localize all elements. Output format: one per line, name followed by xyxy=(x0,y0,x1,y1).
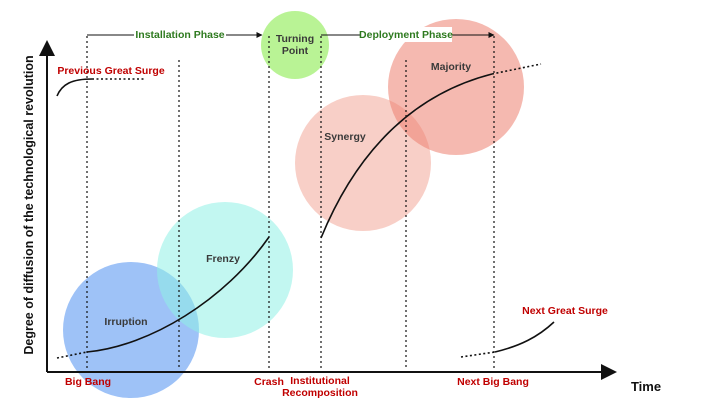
y-axis-label: Degree of diffusion of the technological… xyxy=(22,55,36,354)
next-surge-label: Next Great Surge xyxy=(522,305,608,317)
turning-point-label-line2: Point xyxy=(282,45,309,57)
institutional-label-line2: Recomposition xyxy=(282,387,358,399)
big-bang-label: Big Bang xyxy=(65,376,111,388)
crash-label: Crash xyxy=(254,376,284,388)
maturity-dotted xyxy=(491,63,542,75)
deployment-phase-label: Deployment Phase xyxy=(359,29,453,41)
previous-surge-curve xyxy=(56,78,93,97)
majority-label: Majority xyxy=(431,61,471,73)
phase-dividers xyxy=(86,36,495,370)
installation-phase-label: Installation Phase xyxy=(135,29,224,41)
turning-point-circle xyxy=(261,11,329,79)
next-surge-curve xyxy=(494,321,555,353)
x-axis-label: Time xyxy=(631,379,661,394)
irruption-label: Irruption xyxy=(104,316,147,328)
previous-surge-label: Previous Great Surge xyxy=(57,65,165,77)
turning-point-label-line1: Turning xyxy=(276,33,314,45)
frenzy-label: Frenzy xyxy=(206,253,240,265)
surge-start-dotted xyxy=(56,351,88,359)
next-surge-dotted xyxy=(460,351,496,358)
deployment-curve xyxy=(320,73,493,239)
frenzy-circle xyxy=(157,202,293,338)
institutional-label-line1: Institutional xyxy=(290,375,350,387)
next-big-bang-label: Next Big Bang xyxy=(457,376,529,388)
installation-curve xyxy=(86,236,270,353)
synergy-label: Synergy xyxy=(324,131,366,143)
